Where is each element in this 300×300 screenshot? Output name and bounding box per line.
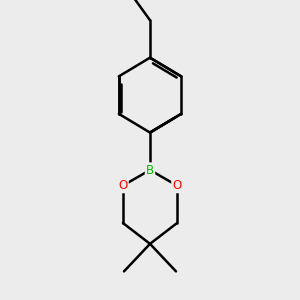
Text: O: O [118, 179, 128, 192]
Text: B: B [146, 164, 154, 176]
Text: O: O [172, 179, 182, 192]
